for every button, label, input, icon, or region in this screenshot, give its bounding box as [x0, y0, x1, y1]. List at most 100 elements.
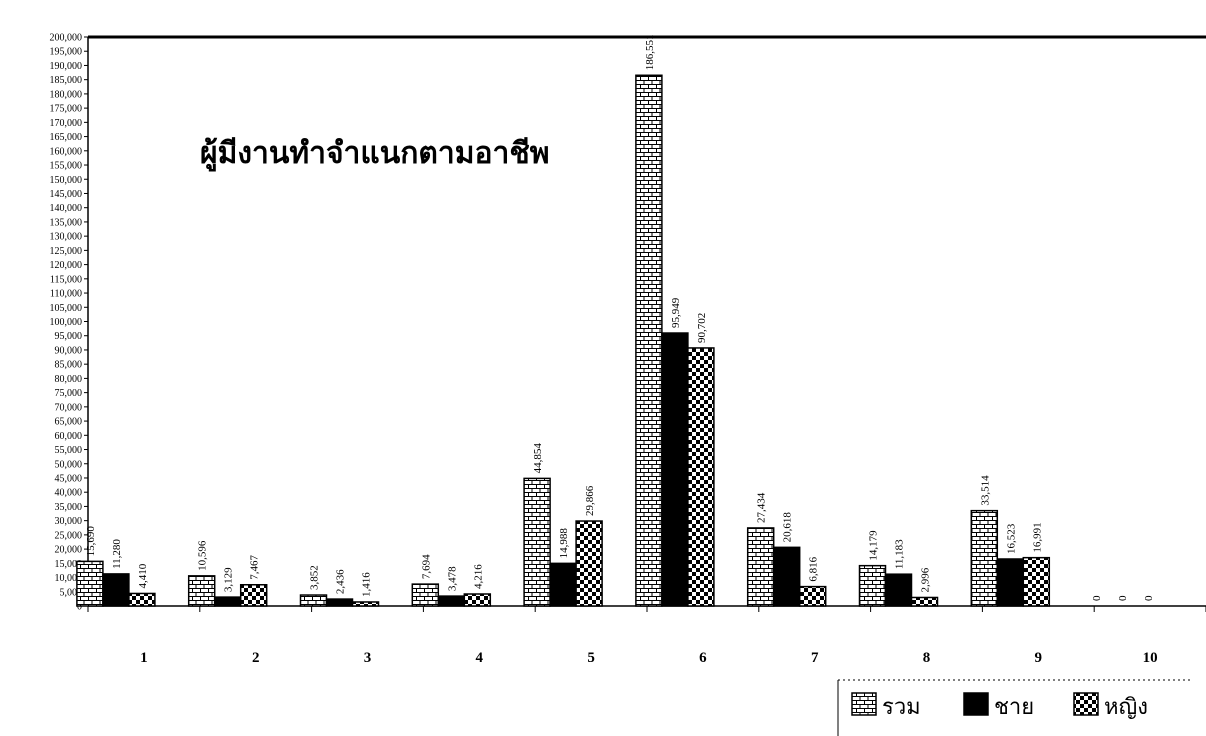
y-tick-label: 100,000 — [50, 317, 83, 328]
y-tick-label: 130,000 — [50, 232, 83, 243]
y-tick-label: 60,000 — [55, 431, 83, 442]
data-label: 0 — [1143, 595, 1155, 601]
chart-data-labels: 15,690 11,280 4,410 10,596 3,129 7,467 3,852 2,… — [85, 35, 1155, 601]
y-tick-label: 115,000 — [50, 274, 82, 285]
bar-solid — [996, 558, 1025, 607]
y-tick-label: 150,000 — [50, 175, 83, 186]
legend-label: หญิง — [1104, 695, 1148, 720]
data-label: 3,478 — [446, 566, 458, 591]
bar-brick — [635, 74, 663, 607]
y-tick-label: 30,000 — [55, 516, 83, 527]
y-tick-label: 185,000 — [50, 75, 83, 86]
data-label: 186,551 — [644, 35, 656, 71]
legend-swatch-solid — [963, 692, 989, 716]
y-tick-label: 105,000 — [50, 303, 83, 314]
data-label: 7,467 — [249, 555, 261, 580]
bar-checker — [687, 347, 715, 607]
y-tick-label: 45,000 — [55, 473, 83, 484]
y-tick-label: 75,000 — [55, 388, 83, 399]
data-label: 20,618 — [782, 512, 794, 543]
y-tick-label: 135,000 — [50, 217, 83, 228]
bar-brick — [411, 583, 440, 607]
x-tick-label: 10 — [1143, 650, 1158, 666]
data-label: 2,436 — [335, 569, 347, 594]
y-tick-label: 170,000 — [50, 118, 83, 129]
bar-brick — [187, 575, 216, 607]
y-tick-label: 165,000 — [50, 132, 83, 143]
x-tick-label: 9 — [1035, 650, 1043, 666]
legend-label: รวม — [882, 695, 921, 720]
bar-solid — [102, 573, 130, 607]
data-label: 27,434 — [756, 492, 768, 523]
y-tick-label: 35,000 — [55, 502, 83, 513]
data-label: 10,596 — [197, 540, 209, 571]
y-tick-label: 5,000 — [60, 587, 83, 598]
bar-checker — [128, 592, 156, 607]
data-label: 2,996 — [920, 567, 932, 592]
bar-checker — [798, 585, 827, 607]
bar-solid — [549, 562, 577, 607]
chart-bars — [76, 74, 1051, 607]
bar-solid — [884, 573, 913, 607]
bar-brick — [858, 564, 887, 607]
bar-checker — [351, 601, 380, 607]
y-tick-label: 85,000 — [55, 360, 83, 371]
bar-checker — [575, 520, 603, 607]
data-label: 4,216 — [472, 564, 484, 589]
bar-brick — [299, 594, 328, 607]
data-label: 7,694 — [420, 554, 432, 579]
data-label: 14,179 — [868, 530, 880, 561]
legend-label: ชาย — [994, 695, 1034, 720]
bar-brick — [523, 477, 551, 607]
data-label: 15,690 — [85, 526, 97, 557]
data-label: 0 — [1117, 595, 1129, 601]
data-label: 1,416 — [361, 572, 373, 597]
data-label: 3,852 — [309, 565, 321, 590]
data-label: 16,991 — [1031, 522, 1043, 552]
chart-legend: รวม ชาย หญิง — [837, 679, 1190, 736]
y-tick-label: 15,000 — [55, 559, 83, 570]
y-tick-label: 95,000 — [55, 331, 83, 342]
bar-checker — [239, 584, 268, 607]
y-tick-label: 155,000 — [50, 161, 83, 172]
x-tick-label: 4 — [476, 650, 484, 666]
y-tick-label: 190,000 — [50, 61, 83, 72]
y-tick-label: 40,000 — [55, 488, 83, 499]
bar-checker — [463, 593, 492, 607]
x-tick-label: 7 — [811, 650, 819, 666]
bar-brick — [746, 527, 775, 607]
y-tick-label: 180,000 — [50, 89, 83, 100]
bar-brick — [970, 509, 999, 607]
legend-swatch-checker — [1073, 692, 1099, 716]
y-tick-label: 55,000 — [55, 445, 83, 456]
y-tick-label: 110,000 — [50, 289, 82, 300]
y-tick-label: 10,000 — [55, 573, 83, 584]
x-tick-label: 6 — [699, 650, 707, 666]
y-tick-label: 70,000 — [55, 402, 83, 413]
x-tick-label: 3 — [364, 650, 372, 666]
x-tick-label: 2 — [252, 650, 260, 666]
bar-solid — [661, 332, 689, 607]
y-tick-label: 0 — [77, 602, 82, 613]
y-tick-label: 20,000 — [55, 545, 83, 556]
legend-swatch-brick — [851, 692, 877, 716]
y-tick-label: 160,000 — [50, 146, 83, 157]
x-tick-label: 5 — [587, 650, 595, 666]
y-tick-label: 80,000 — [55, 374, 83, 385]
data-label: 16,523 — [1005, 523, 1017, 554]
y-tick-label: 90,000 — [55, 345, 83, 356]
x-tick-label: 8 — [923, 650, 931, 666]
bar-solid — [772, 546, 801, 607]
bar-brick — [76, 560, 104, 607]
y-tick-label: 175,000 — [50, 104, 83, 115]
data-label: 0 — [1091, 595, 1103, 601]
data-label: 33,514 — [979, 475, 991, 506]
data-label: 11,280 — [111, 539, 123, 569]
y-tick-label: 125,000 — [50, 246, 83, 257]
y-tick-label: 140,000 — [50, 203, 83, 214]
y-tick-label: 65,000 — [55, 417, 83, 428]
bar-solid — [437, 595, 466, 607]
y-tick-label: 200,000 — [50, 33, 83, 44]
data-label: 3,129 — [223, 567, 235, 592]
y-tick-label: 50,000 — [55, 459, 83, 470]
